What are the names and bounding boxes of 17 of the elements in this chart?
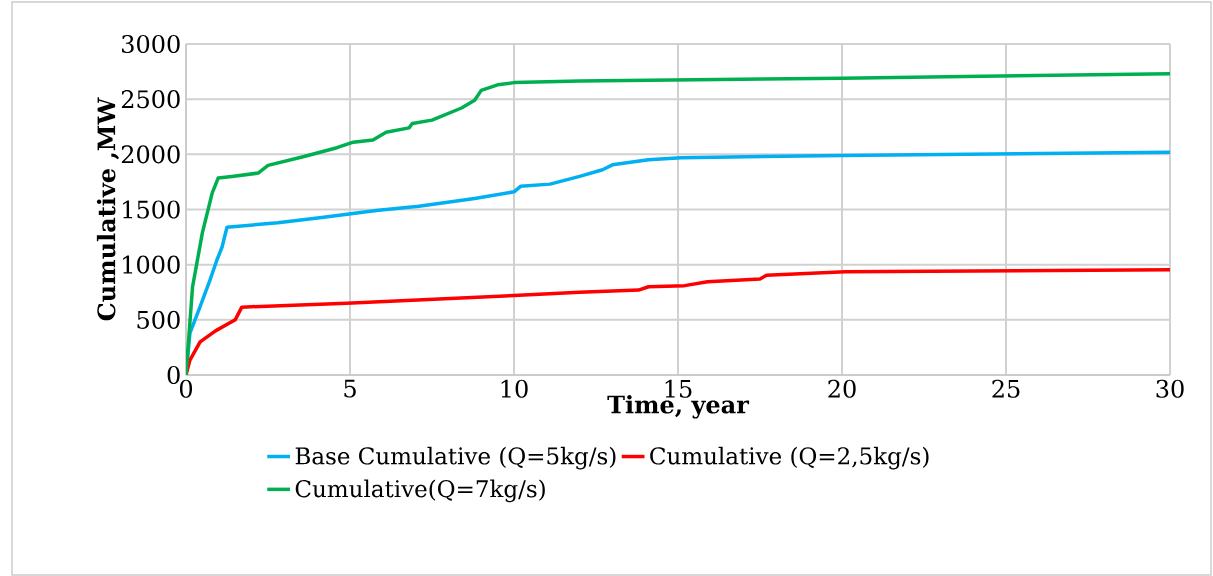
x-tick-label: 25 bbox=[992, 379, 1020, 398]
x-tick-label: 30 bbox=[1156, 379, 1184, 398]
legend-label: Base Cumulative (Q=5kg/s) bbox=[295, 446, 616, 470]
y-tick-label: 2500 bbox=[121, 90, 180, 109]
y-tick-label: 2000 bbox=[121, 145, 180, 164]
x-tick-label: 5 bbox=[344, 379, 356, 398]
x-tick-label: 0 bbox=[179, 379, 193, 398]
y-tick-label: 1000 bbox=[123, 255, 180, 274]
x-tick-label: 20 bbox=[828, 379, 856, 398]
y-tick-label: 0 bbox=[167, 365, 180, 385]
y-axis-title: Cumulative ,MW bbox=[96, 97, 120, 321]
x-tick-label: 10 bbox=[501, 379, 528, 398]
legend-label: Cumulative (Q=2,5kg/s) bbox=[650, 446, 929, 470]
y-tick-label: 3000 bbox=[122, 34, 180, 54]
legend-label: Cumulative(Q=7kg/s) bbox=[295, 479, 545, 503]
y-tick-label: 1500 bbox=[123, 200, 180, 219]
y-tick-label: 500 bbox=[137, 310, 180, 329]
